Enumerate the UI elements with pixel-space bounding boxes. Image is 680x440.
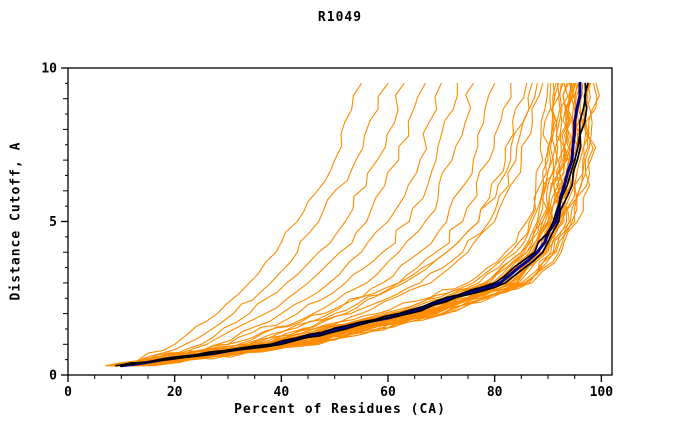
svg-text:0: 0 <box>49 369 57 384</box>
x-axis-label: Percent of Residues (CA) <box>234 402 446 417</box>
svg-text:60: 60 <box>380 385 396 400</box>
svg-text:80: 80 <box>487 385 503 400</box>
svg-text:100: 100 <box>590 385 614 400</box>
svg-text:40: 40 <box>274 385 290 400</box>
svg-text:5: 5 <box>49 215 57 230</box>
chart-title: R1049 <box>317 10 363 25</box>
svg-text:20: 20 <box>167 385 183 400</box>
svg-text:0: 0 <box>64 385 72 400</box>
svg-text:10: 10 <box>41 62 57 77</box>
